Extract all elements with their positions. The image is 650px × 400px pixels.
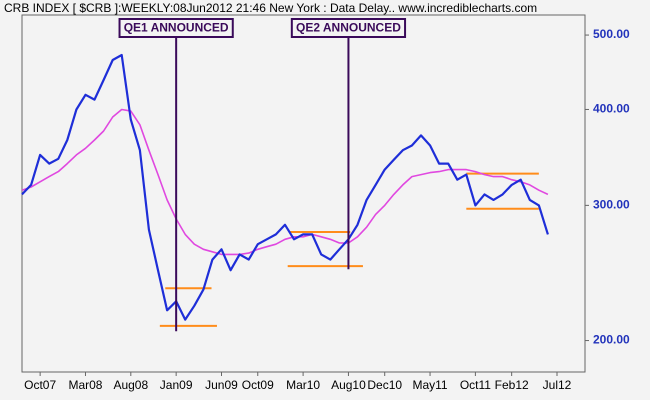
x-tick-label: Aug10 <box>331 378 366 392</box>
x-tick-label: Mar08 <box>68 378 102 392</box>
x-tick-label: Jul12 <box>543 378 572 392</box>
series-line <box>21 53 549 321</box>
y-tick-label: 300.00 <box>593 198 630 212</box>
annotation-box <box>118 18 234 38</box>
x-tick-label: Feb12 <box>495 378 529 392</box>
x-tick-label: Mar10 <box>286 378 320 392</box>
chart-title: CRB INDEX [ $CRB ]:WEEKLY:08Jun2012 21:4… <box>4 1 537 15</box>
x-tick-label: Oct11 <box>460 378 491 392</box>
annotation-text: QE2 ANNOUNCED <box>296 21 401 35</box>
x-tick-label: Dec10 <box>367 378 402 392</box>
y-tick-label: 400.00 <box>593 102 630 116</box>
x-tick-label: Oct07 <box>24 378 56 392</box>
annotation-box <box>290 18 407 38</box>
x-tick-label: Aug08 <box>113 378 148 392</box>
y-tick-label: 500.00 <box>593 27 630 41</box>
y-tick-label: 200.00 <box>593 333 630 347</box>
series-line <box>21 108 549 256</box>
annotation-text: QE1 ANNOUNCED <box>124 21 229 35</box>
x-tick-label: Jun09 <box>205 378 238 392</box>
x-tick-label: May11 <box>412 378 447 392</box>
x-tick-label: Oct09 <box>242 378 274 392</box>
x-tick-label: Jan09 <box>160 378 193 392</box>
